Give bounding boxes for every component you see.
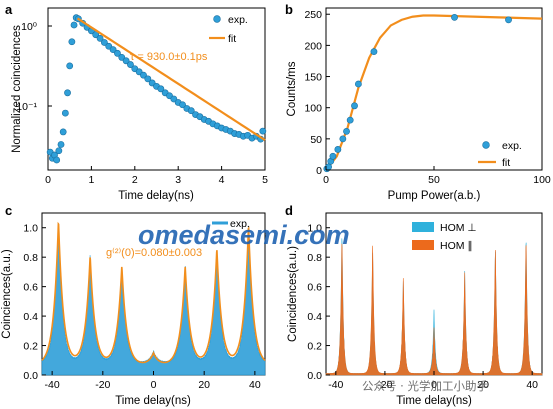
legend-a-fit: fit <box>228 33 236 45</box>
legend-d-par: HOM ∥ <box>440 240 473 252</box>
ytick-b-0: 0 <box>316 165 322 177</box>
panel-b: b 0 50 100 0 50 100 150 200 250 Pump Power(a.b.… <box>285 2 551 202</box>
annotation-a: τ = 930.0±0.1ps <box>130 51 208 63</box>
xtick-a-1: 1 <box>88 174 94 186</box>
ytick-marks-d-3: 0.6 <box>307 282 322 294</box>
xlabel-c: Time delay(ns) <box>115 395 191 407</box>
xtick-a-4: 4 <box>219 174 225 186</box>
marks-d <box>326 238 542 375</box>
data-point-a-4 <box>56 148 62 154</box>
data-point-b-4 <box>335 146 341 152</box>
panel-label-a: a <box>5 2 13 17</box>
panel-label-b: b <box>285 2 293 17</box>
data-point-a-56 <box>260 128 266 134</box>
ytick-a-0: 10⁰ <box>21 21 38 33</box>
ylabel-b: Counts/ms <box>286 61 298 116</box>
legend-b-exp-marker <box>483 142 490 149</box>
ylabel-c: Coinciences(a.u.) <box>1 249 13 339</box>
data-point-b-9 <box>355 81 361 87</box>
legend-d-par-swatch <box>412 240 434 250</box>
data-point-a-6 <box>60 129 66 135</box>
xtick-a-0: 0 <box>45 174 51 186</box>
legend-b-fit: fit <box>502 157 510 169</box>
xtick-marks-c-1: -20 <box>95 379 110 391</box>
xlabel-d: Time delay(ns) <box>396 395 472 407</box>
ytick-marks-d-4: 0.8 <box>307 252 322 264</box>
ytick-marks-c-3: 0.6 <box>23 282 38 294</box>
xlabel-a: Time delay(ns) <box>118 190 194 202</box>
legend-a-exp: exp. <box>228 14 248 26</box>
xticks-b: 0 50 100 <box>323 166 551 186</box>
data-point-b-3 <box>330 153 336 159</box>
ytick-b-3: 150 <box>304 72 322 84</box>
xtick-marks-c-2: 0 <box>151 379 157 391</box>
ytick-marks-d-1: 0.2 <box>307 341 322 353</box>
data-point-b-10 <box>371 49 377 55</box>
legend-d: HOM ⊥ HOM ∥ <box>412 222 477 252</box>
data-point-a-3 <box>54 157 60 163</box>
ytick-marks-c-5: 1.0 <box>23 223 38 235</box>
ytick-marks-c-2: 0.4 <box>23 311 38 323</box>
ytick-marks-c-0: 0.0 <box>23 370 38 382</box>
data-point-a-9 <box>67 63 73 69</box>
legend-b-exp: exp. <box>502 140 522 152</box>
xtick-marks-c-0: -40 <box>45 379 60 391</box>
ytick-b-1: 50 <box>310 134 322 146</box>
ytick-b-5: 250 <box>304 9 322 21</box>
legend-d-perp-swatch <box>412 222 434 232</box>
legend-b: exp. fit <box>478 140 522 169</box>
fit-line-a <box>78 18 265 140</box>
data-point-a-11 <box>71 22 77 28</box>
xtick-a-2: 2 <box>132 174 138 186</box>
xtick-marks-d-4: 40 <box>526 379 538 391</box>
legend-d-perp: HOM ⊥ <box>440 222 477 234</box>
ytick-b-4: 200 <box>304 40 322 52</box>
data-point-a-10 <box>69 39 75 45</box>
xtick-b-2: 100 <box>533 174 551 186</box>
xtick-marks-d-0: -40 <box>328 379 343 391</box>
data-point-a-8 <box>64 90 70 96</box>
ylabel-d: Coincidences(a.u.) <box>287 246 299 342</box>
watermark-bottom: 公众号 · 光学加工小助手 <box>362 379 488 393</box>
ytick-b-2: 100 <box>304 103 322 115</box>
data-point-b-11 <box>451 14 457 20</box>
data-point-a-5 <box>58 141 64 147</box>
xlabel-b: Pump Power(a.b.) <box>388 190 481 202</box>
panel-a: a 0 1 2 3 4 5 10⁰ 10⁻¹ Time delay(ns) Normali… <box>5 2 268 202</box>
data-point-b-6 <box>343 128 349 134</box>
xtick-a-3: 3 <box>175 174 181 186</box>
ytick-marks-c-1: 0.2 <box>23 341 38 353</box>
legend-a-exp-marker <box>214 16 221 23</box>
yticks-c: 0.0 0.2 0.4 0.6 0.8 1.0 <box>23 223 46 382</box>
data-point-a-7 <box>62 110 68 116</box>
xtick-b-1: 50 <box>428 174 440 186</box>
xticks-a: 0 1 2 3 4 5 <box>45 166 268 186</box>
ylabel-a: Normalized coincidences <box>11 25 23 153</box>
watermark: omedasemi.com <box>138 220 350 250</box>
ytick-marks-d-2: 0.4 <box>307 311 322 323</box>
panel-label-d: d <box>285 203 293 218</box>
xtick-marks-c-4: 40 <box>249 379 261 391</box>
data-point-b-7 <box>347 117 353 123</box>
panel-label-c: c <box>5 203 12 218</box>
ytick-marks-c-4: 0.8 <box>23 252 38 264</box>
ytick-marks-d-0: 0.0 <box>307 370 322 382</box>
xtick-a-5: 5 <box>262 174 268 186</box>
xtick-b-0: 0 <box>323 174 329 186</box>
xtick-marks-c-3: 20 <box>198 379 210 391</box>
data-point-b-8 <box>351 103 357 109</box>
legend-a: exp. fit <box>209 14 248 45</box>
data-point-b-12 <box>505 17 511 23</box>
trace-marks-d-par <box>326 244 542 375</box>
data-point-b-5 <box>340 136 346 142</box>
